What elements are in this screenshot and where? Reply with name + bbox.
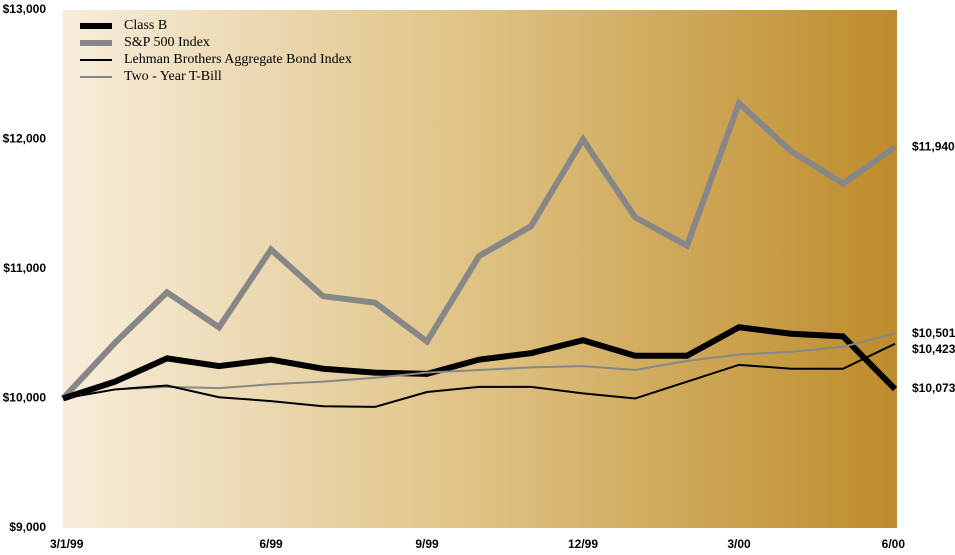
legend-label: S&P 500 Index [124,35,210,50]
series-line [60,97,897,401]
end-value-label: $10,501 [912,326,955,340]
x-tick-label: 6/99 [259,537,283,551]
x-tick-label: 9/99 [415,537,439,551]
series-line [62,342,896,408]
end-value-label: $10,423 [912,342,955,356]
y-tick-label: $11,000 [3,261,46,275]
series-line [62,324,898,402]
x-tick-label: 6/00 [882,537,906,551]
y-tick-label: $10,000 [3,391,47,405]
series-line [62,332,896,400]
end-value-label: $10,073 [912,381,955,395]
y-tick-label: $9,000 [9,520,46,534]
plot-background [63,10,897,528]
legend-label: Lehman Brothers Aggregate Bond Index [124,52,352,67]
x-tick-label: 3/00 [727,537,751,551]
end-value-label: $11,940 [912,139,955,153]
x-tick-label: 3/1/99 [50,537,84,551]
legend-label: Class B [124,18,167,33]
y-tick-label: $12,000 [3,132,47,146]
y-tick-label: $13,000 [3,2,47,16]
legend-label: Two - Year T-Bill [124,69,222,84]
x-tick-label: 12/99 [568,537,598,551]
